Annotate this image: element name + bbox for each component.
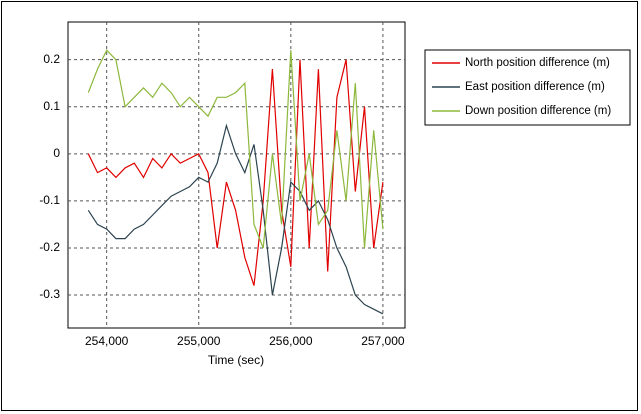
y-tick-label: 0 [53, 146, 60, 160]
legend-label: East position difference (m) [465, 81, 605, 93]
x-tick-label: 256,000 [269, 334, 313, 348]
x-axis-label: Time (sec) [208, 353, 264, 367]
series-line [87, 123, 384, 315]
legend-label: Down position difference (m) [465, 105, 611, 117]
y-tick-label: -0.2 [39, 240, 60, 254]
y-tick-label: 0.1 [43, 99, 60, 113]
legend-label: North position difference (m) [465, 57, 610, 69]
series-line [87, 49, 384, 249]
x-tick-label: 254,000 [85, 334, 129, 348]
y-tick-label: 0.2 [43, 52, 60, 66]
y-tick-label: -0.1 [39, 193, 60, 207]
x-tick-label: 257,000 [361, 334, 405, 348]
x-tick-label: 255,000 [177, 334, 221, 348]
y-tick-label: -0.3 [39, 287, 60, 301]
